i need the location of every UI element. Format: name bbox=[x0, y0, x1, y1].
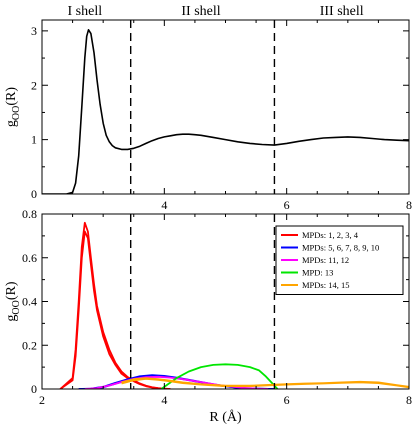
y-tick-label: 1 bbox=[31, 133, 37, 147]
series-line-0-0 bbox=[42, 28, 409, 194]
y-axis-title-main: g bbox=[4, 315, 19, 322]
x-tick-label: 4 bbox=[161, 393, 167, 407]
legend-entry-0: MPDs: 1, 2, 3, 4 bbox=[302, 230, 359, 240]
series-group bbox=[59, 221, 409, 389]
x-axis-title: R (Å) bbox=[209, 409, 242, 425]
y-tick-label: 3 bbox=[31, 24, 37, 38]
legend-entry-3: MPD: 13 bbox=[302, 268, 333, 278]
y-axis-title: gOO(R) bbox=[4, 281, 22, 321]
y-axis-title-subscript: OO bbox=[11, 300, 22, 314]
y-tick-label: 2 bbox=[31, 78, 37, 92]
y-tick-label: 0.4 bbox=[22, 295, 37, 309]
shell-label-1: II shell bbox=[181, 4, 220, 19]
x-tick-label: 2 bbox=[39, 393, 45, 407]
legend: MPDs: 1, 2, 3, 4 MPDs: 5, 6, 7, 8, 9, 10 M… bbox=[275, 225, 404, 295]
x-tick-label: 8 bbox=[406, 198, 412, 212]
series-line-4-1 bbox=[121, 377, 409, 389]
plot-frame bbox=[41, 19, 410, 195]
y-axis-title-subscript: OO bbox=[11, 106, 22, 120]
y-axis-title-suffix: (R) bbox=[4, 281, 19, 300]
shell-label-0: I shell bbox=[68, 4, 103, 19]
x-tick-label: 8 bbox=[406, 393, 412, 407]
shell-label-2: III shell bbox=[320, 4, 364, 19]
legend-entry-1: MPDs: 5, 6, 7, 8, 9, 10 bbox=[302, 243, 379, 253]
series-group bbox=[42, 28, 409, 194]
y-axis-title: gOO(R) bbox=[4, 87, 22, 127]
top-panel: 4 6 8 0 1 2 3 gOO(R) I shell II shell III shell bbox=[4, 4, 412, 212]
y-tick-label: 0 bbox=[31, 382, 37, 396]
legend-entry-4: MPDs: 14, 15 bbox=[302, 280, 349, 290]
bottom-panel: 2 4 6 8 0 0.2 0.4 0.6 0.8 gOO(R) R (Å) MPDs: 1, 2, … bbox=[4, 207, 412, 425]
x-tick-label: 6 bbox=[284, 198, 290, 212]
x-tick-label: 4 bbox=[161, 198, 167, 212]
y-tick-label: 0.6 bbox=[22, 251, 37, 265]
series-line-3-0 bbox=[160, 363, 279, 389]
y-tick-label: 0 bbox=[31, 187, 37, 201]
y-tick-label: 0.8 bbox=[22, 207, 37, 221]
y-axis-title-main: g bbox=[4, 120, 19, 127]
y-axis-title-suffix: (R) bbox=[4, 87, 19, 106]
legend-entry-2: MPDs: 11, 12 bbox=[302, 255, 349, 265]
series-line-0-1 bbox=[59, 230, 171, 389]
x-tick-label: 6 bbox=[284, 393, 290, 407]
y-tick-label: 0.2 bbox=[22, 338, 37, 352]
